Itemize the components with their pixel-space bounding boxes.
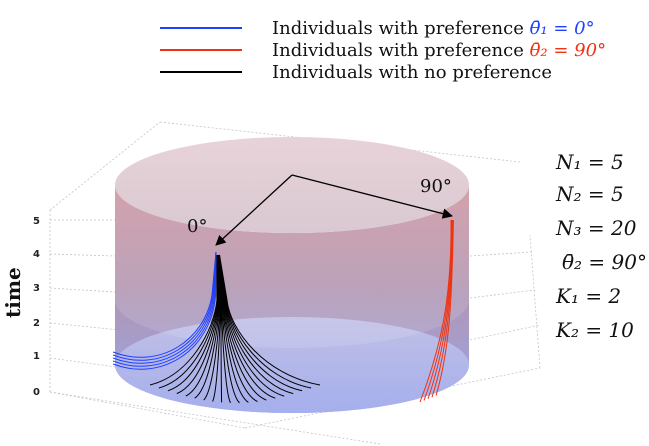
trajectory-line: [112, 251, 217, 370]
param-n1: N₁ = 5: [555, 150, 624, 174]
legend: Individuals with preference θ̄₁ = 0° Ind…: [160, 18, 606, 83]
tick-label: 4: [33, 249, 40, 260]
trajectory-line: [112, 251, 217, 367]
trajectory-line: [427, 219, 453, 399]
cylinder-top: [115, 137, 469, 233]
trajectory-line: [435, 219, 454, 396]
legend-math-red: θ̄₂ = 90°: [530, 40, 606, 61]
trajectory-line: [219, 254, 321, 386]
trajectory-line: [217, 254, 223, 403]
cylinder-inner-back: [115, 185, 469, 348]
trajectories-blue: [112, 251, 217, 370]
trajectory-line: [212, 254, 222, 402]
axis-title-time: time: [1, 267, 25, 318]
parameters: N₁ = 5 N₂ = 5 N₃ = 20 θ̄₂ = 90° K₁ = 2 K…: [555, 150, 647, 342]
legend-math-blue: θ̄₁ = 0°: [530, 18, 595, 39]
trajectory-line: [419, 219, 452, 403]
legend-label-black: Individuals with no preference: [272, 62, 552, 83]
param-n3: N₃ = 20: [555, 216, 637, 240]
trajectory-line: [112, 251, 217, 361]
trajectory-line: [217, 254, 231, 404]
trajectory-line: [217, 254, 240, 404]
time-axis: 0 1 2 3 4 5 time: [1, 216, 40, 398]
trajectory-line: [158, 254, 219, 389]
trajectory-line: [218, 254, 267, 401]
param-k1: K₁ = 2: [555, 284, 621, 308]
trajectory-line: [176, 254, 220, 395]
trajectory-line: [149, 254, 218, 386]
tick-label: 1: [33, 351, 40, 362]
trajectories-black: [149, 254, 321, 404]
trajectory-line: [112, 251, 217, 358]
tick-label: 0: [33, 387, 40, 398]
tick-label: 5: [33, 216, 40, 227]
trajectory-line: [194, 254, 221, 399]
trajectory-line: [185, 254, 220, 397]
angle-label-ninety: 90°: [420, 176, 452, 197]
trajectory-line: [167, 254, 219, 392]
param-k2: K₂ = 10: [555, 318, 634, 342]
param-theta2: θ̄₂ = 90°: [562, 250, 647, 274]
angle-label-zero: 0°: [187, 216, 207, 237]
arrow-to-ninety: [291, 174, 454, 219]
legend-label-blue: Individuals with preference θ̄₁ = 0°: [272, 18, 595, 39]
trajectory-line: [112, 251, 217, 364]
trajectory-line: [423, 219, 453, 401]
param-n2: N₂ = 5: [555, 182, 624, 206]
legend-label-red: Individuals with preference θ̄₂ = 90°: [272, 40, 606, 61]
tick-label: 3: [33, 283, 40, 294]
trajectory-line: [203, 254, 221, 401]
trajectories-red: [419, 219, 454, 403]
trajectory-line: [218, 254, 303, 392]
arrow-to-zero: [215, 174, 293, 246]
tick-label: 2: [33, 318, 40, 329]
direction-arrows: [215, 174, 454, 246]
